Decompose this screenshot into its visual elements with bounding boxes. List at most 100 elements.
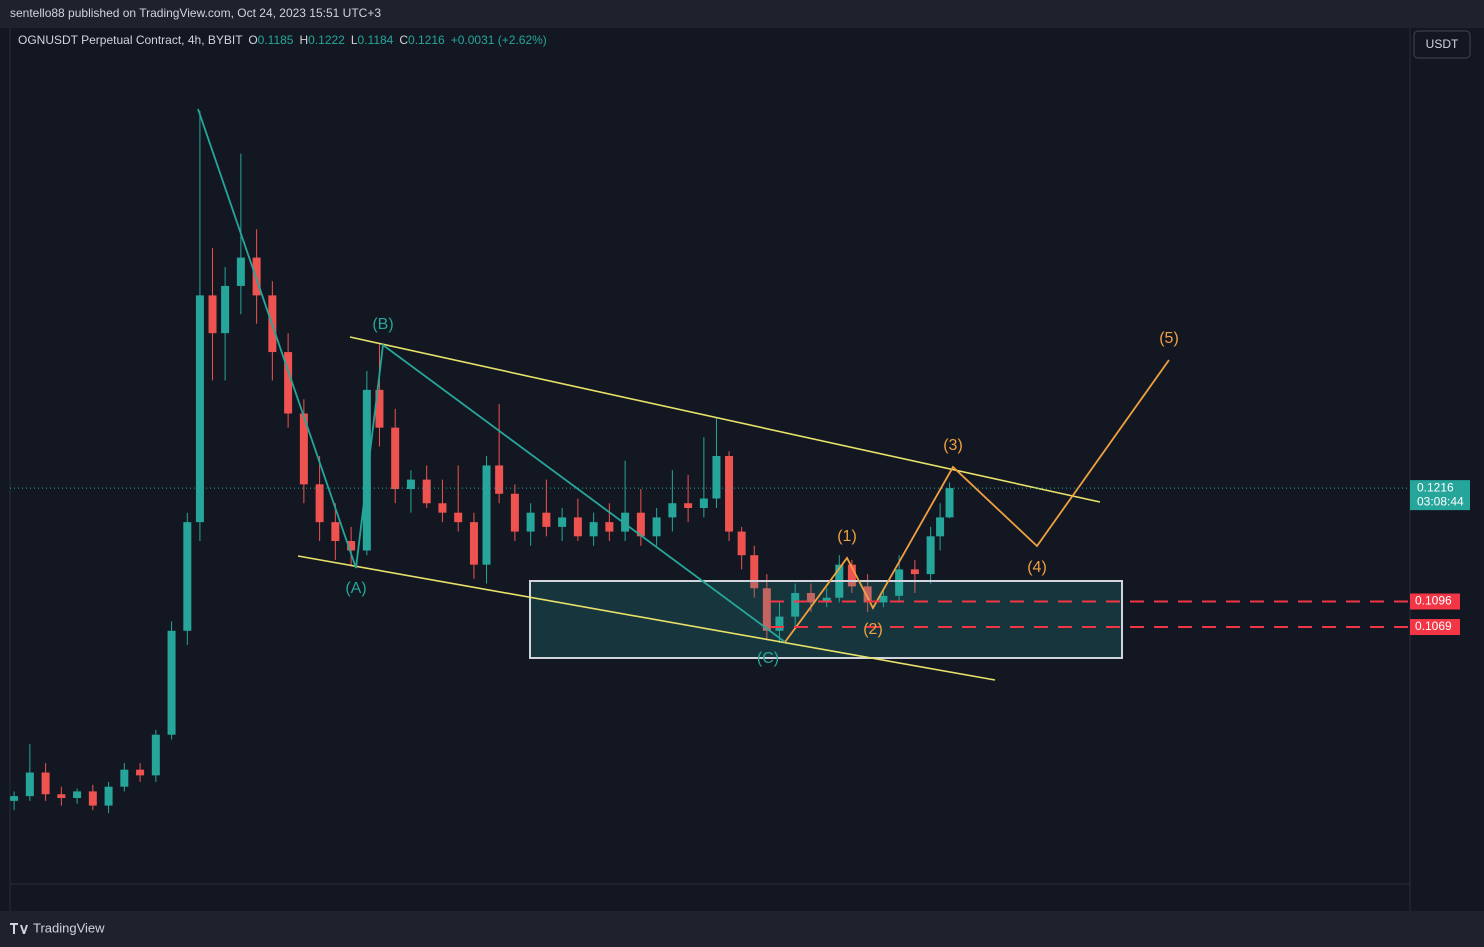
candle-body — [806, 592, 815, 603]
wave-label: (1) — [837, 528, 857, 545]
candle-body — [495, 465, 504, 494]
candle-body — [775, 616, 784, 631]
currency-button[interactable] — [1413, 30, 1471, 59]
candle-body — [73, 791, 82, 799]
candle-body — [482, 465, 491, 565]
legend-item: 0.1216 — [408, 33, 445, 47]
candle-body — [847, 564, 856, 587]
last-price-label: 0.1216 — [1417, 480, 1454, 494]
candle-body — [391, 427, 400, 490]
legend: OGNUSDT Perpetual Contract, 4h, BYBIT O0.… — [18, 33, 547, 47]
candle-body — [183, 522, 192, 631]
wave-label: (C) — [757, 650, 779, 667]
legend-item: 0.1184 — [358, 33, 394, 47]
candle-body — [879, 595, 888, 603]
legend-item: O — [248, 33, 257, 47]
candle-body — [195, 295, 204, 523]
candle-body — [406, 479, 415, 490]
legend-item: H — [299, 33, 308, 47]
candle-body — [750, 555, 759, 589]
level-box — [1410, 619, 1460, 636]
candle-body — [252, 257, 261, 296]
candle-body — [684, 503, 693, 508]
candle-body — [589, 522, 598, 537]
top-bar — [0, 0, 1484, 28]
countdown: 03:08:44 — [1417, 494, 1464, 508]
candle-body — [438, 503, 447, 513]
legend-item: C — [399, 33, 408, 47]
candle-body — [208, 295, 217, 334]
brand: TradingView — [33, 920, 105, 935]
candle-body — [542, 512, 551, 527]
candle-body — [725, 456, 734, 532]
candle-body — [151, 734, 160, 776]
candle-body — [652, 517, 661, 537]
legend-item: OGNUSDT Perpetual Contract, 4h, BYBIT — [18, 33, 243, 47]
published-line: sentello88 published on TradingView.com,… — [10, 6, 381, 20]
candle-body — [863, 586, 872, 603]
candle-body — [221, 285, 230, 334]
candle-body — [762, 588, 771, 631]
candle-body — [315, 484, 324, 523]
currency[interactable]: USDT — [1426, 37, 1459, 51]
trend-line — [297, 555, 996, 681]
level-box — [1410, 593, 1460, 610]
candle-body — [362, 389, 371, 551]
wave-label: (B) — [372, 316, 393, 333]
candle-body — [422, 479, 431, 504]
last-price-box — [1410, 480, 1470, 511]
candle-body — [945, 488, 954, 518]
candle-body — [636, 512, 645, 537]
trend-line — [349, 336, 1101, 503]
candle-body — [791, 592, 800, 617]
candle-body — [375, 389, 384, 428]
candle-body — [25, 772, 34, 797]
wave-label: (A) — [345, 580, 366, 597]
candle-body — [284, 352, 293, 414]
candle-body — [936, 517, 945, 537]
wave-label: (5) — [1159, 330, 1179, 347]
candle-body — [895, 569, 904, 596]
candle-body — [668, 503, 677, 518]
candle-body — [299, 413, 308, 485]
candle-body — [120, 769, 129, 787]
candle-body — [236, 257, 245, 286]
candle-body — [331, 522, 340, 542]
wave-label: (4) — [1027, 559, 1047, 576]
zone-box — [529, 580, 1123, 659]
candle-body — [822, 597, 831, 603]
wave-path — [197, 108, 786, 643]
candle-body — [737, 531, 746, 556]
bottom-bar — [0, 911, 1484, 947]
candle-body — [454, 512, 463, 523]
candle-body — [88, 791, 97, 806]
legend-item: +0.0031 (+2.62%) — [451, 33, 547, 47]
candle-body — [136, 769, 145, 776]
candle-body — [57, 794, 66, 799]
candle-body — [910, 569, 919, 575]
candle-body — [605, 522, 614, 532]
candle-body — [510, 493, 519, 532]
candle-body — [526, 512, 535, 532]
candle-body — [347, 541, 356, 551]
level-label: 0.1096 — [1415, 594, 1452, 608]
legend-item: L — [351, 33, 358, 47]
candle-body — [712, 456, 721, 499]
candle-body — [621, 512, 630, 532]
candle-body — [573, 517, 582, 537]
legend-item: 0.1222 — [308, 33, 345, 47]
wave-path — [784, 359, 1170, 643]
logo — [10, 923, 28, 934]
candle-body — [469, 522, 478, 565]
wave-label: (2) — [863, 621, 883, 638]
candle-body — [926, 536, 935, 575]
candle-body — [558, 517, 567, 527]
legend-item: 0.1185 — [258, 33, 294, 47]
level-label: 0.1069 — [1415, 619, 1452, 633]
candle-body — [10, 796, 19, 801]
candle-body — [699, 498, 708, 508]
candle-body — [104, 786, 113, 806]
wave-label: (3) — [943, 437, 963, 454]
